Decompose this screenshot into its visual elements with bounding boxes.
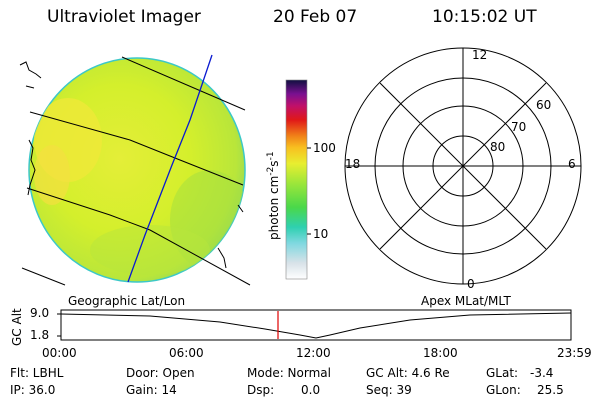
date-label: 20 Feb 07 <box>273 7 358 27</box>
altitude-strip <box>57 309 572 341</box>
strip-axis-label: GC Alt <box>10 308 24 346</box>
unit-part-s: s <box>267 160 281 167</box>
door-status: Door: Open <box>126 366 195 380</box>
filter-status: Flt: LBHL <box>10 366 64 380</box>
ip-status: IP: 36.0 <box>10 383 56 397</box>
polar-mlt-18: 18 <box>345 157 361 171</box>
dsp-label: Dsp: <box>247 383 275 397</box>
gc-alt-status: GC Alt: 4.6 Re <box>366 366 450 380</box>
polar-lat-80: 80 <box>490 140 506 154</box>
strip-left-title: Geographic Lat/Lon <box>68 294 186 308</box>
polar-mlt-0: 0 <box>467 277 475 291</box>
polar-mlt-12: 12 <box>472 48 488 62</box>
strip-xtick-0000: 00:00 <box>42 346 77 360</box>
strip-ytick-9: 9.0 <box>30 306 50 320</box>
color-scale-bar <box>285 79 311 280</box>
earth-disk-image <box>19 54 251 286</box>
polar-mlt-plot <box>344 47 582 285</box>
strip-xtick-2359: 23:59 <box>557 346 592 360</box>
glat-value: -3.4 <box>530 366 554 380</box>
strip-right-title: Apex MLat/MLT <box>421 294 511 308</box>
unit-exp-cm: -2 <box>266 166 276 176</box>
colorbar-tick-100: 100 <box>313 141 336 155</box>
strip-ytick-1-8: 1.8 <box>30 328 50 342</box>
strip-xtick-1800: 18:00 <box>423 346 458 360</box>
unit-exp-s: -1 <box>266 151 276 161</box>
colorbar-unit-label: photon cm-2s-1 <box>266 151 281 240</box>
unit-part-photon: photon cm <box>267 175 281 240</box>
polar-lat-60: 60 <box>536 98 552 112</box>
glat-label: GLat: <box>486 366 519 380</box>
gain-status: Gain: 14 <box>126 383 177 397</box>
glon-label: GLon: <box>486 383 521 397</box>
seq-status: Seq: 39 <box>366 383 412 397</box>
strip-xtick-0600: 06:00 <box>169 346 204 360</box>
polar-lat-70: 70 <box>511 120 527 134</box>
dsp-value: 0.0 <box>301 383 321 397</box>
polar-mlt-6: 6 <box>568 157 576 171</box>
colorbar-tick-10: 10 <box>313 227 329 241</box>
time-label: 10:15:02 UT <box>432 7 537 27</box>
mode-status: Mode: Normal <box>247 366 331 380</box>
strip-xtick-1200: 12:00 <box>296 346 331 360</box>
glon-value: 25.5 <box>537 383 564 397</box>
instrument-title: Ultraviolet Imager <box>47 7 201 27</box>
